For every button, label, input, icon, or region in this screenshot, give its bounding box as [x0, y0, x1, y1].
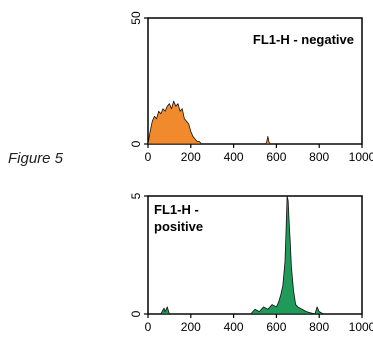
panel-title: FL1-H - negative — [253, 32, 354, 47]
panel-title-line: FL1-H - — [154, 202, 199, 217]
x-tick-label: 200 — [181, 320, 201, 334]
x-tick-label: 0 — [145, 150, 152, 164]
x-tick-label: 0 — [145, 320, 152, 334]
chart-panel-1: 0 200 400 600 800 1000 0 50 FL1-H - negative — [129, 11, 373, 164]
x-tick-label: 600 — [266, 320, 286, 334]
y-tick-label: 0 — [129, 310, 143, 317]
chart-panel-2: 0 200 400 600 800 1000 0 5 FL1-H - positive — [129, 192, 373, 334]
x-tick-label: 800 — [309, 150, 329, 164]
panel-title-line: positive — [154, 219, 203, 234]
x-tick-label: 400 — [224, 320, 244, 334]
figure-caption: Figure 5 — [8, 150, 64, 167]
x-tick-label: 1000 — [349, 320, 373, 334]
x-tick-label: 400 — [224, 150, 244, 164]
x-tick-label: 800 — [309, 320, 329, 334]
x-tick-label: 1000 — [349, 150, 373, 164]
y-tick-label: 50 — [129, 11, 143, 25]
y-tick-label: 5 — [129, 192, 143, 199]
x-tick-label: 600 — [266, 150, 286, 164]
y-tick-label: 0 — [129, 140, 143, 147]
panel-title-line: FL1-H - negative — [253, 32, 354, 47]
x-tick-label: 200 — [181, 150, 201, 164]
panel-title: FL1-H - positive — [154, 202, 203, 234]
histogram-area — [147, 195, 363, 315]
histogram-area — [147, 100, 363, 145]
